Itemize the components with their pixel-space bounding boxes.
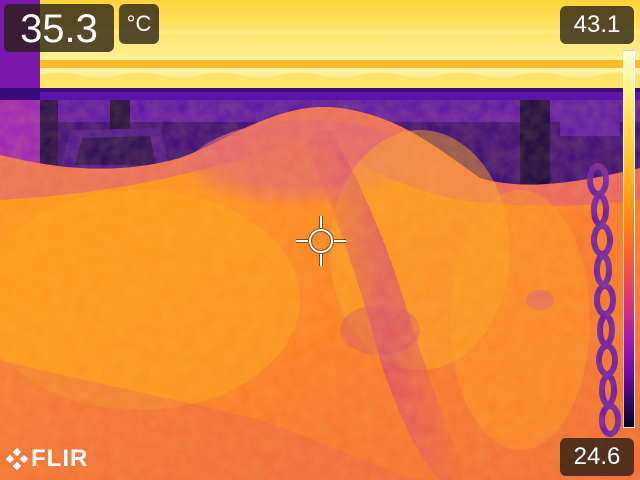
flir-logo: FLIR [6, 444, 98, 474]
flir-logo-icon [6, 448, 28, 470]
scale-min-temperature: 24.6 [560, 438, 634, 476]
temperature-unit-label: °C [119, 4, 159, 44]
color-scale-bar [623, 50, 635, 428]
spot-temperature-readout: 35.3 [4, 4, 114, 52]
scale-max-temperature: 43.1 [560, 6, 634, 44]
spot-meter-crosshair-icon [296, 216, 346, 266]
brand-name: FLIR [31, 445, 89, 472]
